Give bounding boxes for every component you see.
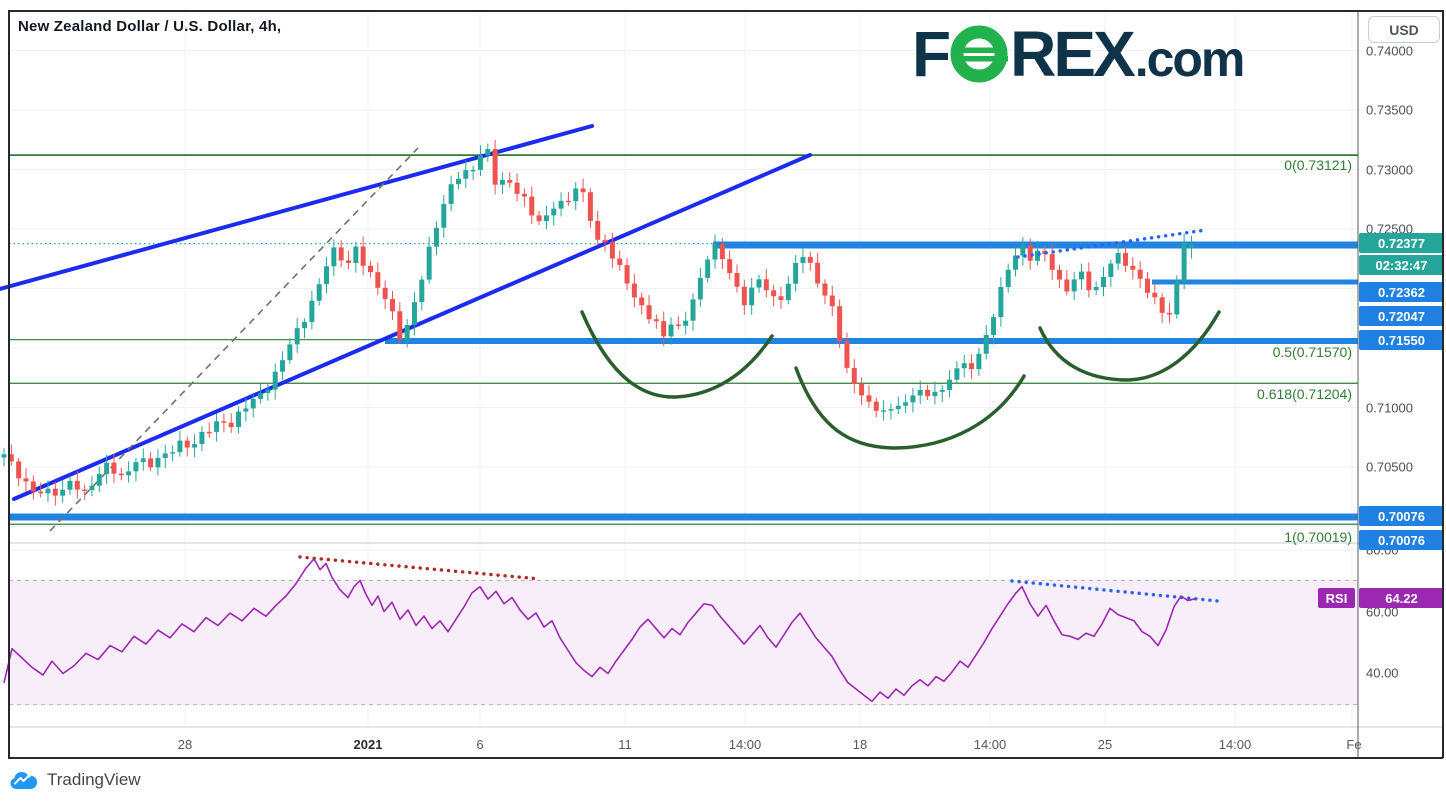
tradingview-attribution[interactable]: TradingView bbox=[10, 770, 141, 790]
axis-price-box: 0.72047 bbox=[1359, 306, 1444, 326]
price-tick-label: 0.74000 bbox=[1366, 43, 1413, 58]
frame-bottom bbox=[8, 757, 1443, 759]
axis-price-box: 64.22 bbox=[1359, 588, 1444, 608]
frame-top bbox=[8, 10, 1443, 12]
tradingview-logo-text: TradingView bbox=[47, 770, 141, 789]
price-tick-label: 40.00 bbox=[1366, 665, 1399, 681]
fib-level-label: 0.618(0.71204) bbox=[1257, 386, 1352, 402]
price-tick-label: 0.72500 bbox=[1366, 221, 1413, 237]
fib-level-label: 0(0.73121) bbox=[1284, 157, 1352, 173]
frame-right bbox=[1442, 10, 1444, 758]
forex-logo-com: .com bbox=[1134, 31, 1246, 87]
axis-price-box: 0.71550 bbox=[1359, 330, 1444, 350]
dotted-trendlines bbox=[298, 228, 1220, 603]
frame-left bbox=[8, 10, 10, 758]
forex-logo-rex: REX bbox=[1010, 18, 1136, 90]
axis-price-box: 0.70076 bbox=[1359, 506, 1444, 526]
forex-logo-f: F bbox=[912, 18, 951, 90]
time-tick-label: 14:00 bbox=[728, 737, 762, 752]
support-resistance-rays bbox=[8, 241, 1358, 521]
price-tick-label: 0.71000 bbox=[1366, 400, 1413, 415]
axis-price-box: 0.72377 bbox=[1359, 233, 1444, 253]
time-tick-label: 18 bbox=[852, 737, 868, 752]
fib-level-label: 0.5(0.71570) bbox=[1272, 344, 1352, 360]
symbol-title[interactable]: New Zealand Dollar / U.S. Dollar, 4h, bbox=[18, 18, 282, 35]
time-tick-label: 25 bbox=[1097, 737, 1113, 752]
candles-layer bbox=[1, 139, 1194, 506]
forex-logo-o-icon bbox=[950, 25, 1009, 83]
rsi-indicator-label[interactable]: RSI bbox=[1318, 588, 1355, 608]
price-tick-label: 0.70500 bbox=[1366, 459, 1413, 475]
fib-level-label: 1(0.70019) bbox=[1284, 529, 1352, 545]
price-tick-label: 0.73500 bbox=[1366, 102, 1413, 118]
tradingview-logo-icon bbox=[10, 772, 37, 789]
currency-toggle-button[interactable]: USD bbox=[1368, 16, 1440, 43]
axis-price-box: 0.72362 bbox=[1359, 282, 1444, 302]
rounded-bottom-annotations bbox=[580, 310, 1221, 450]
time-tick-label: 28 bbox=[177, 737, 193, 752]
rsi-overbought-oversold-band bbox=[9, 580, 1358, 705]
time-tick-label: 6 bbox=[476, 737, 484, 752]
time-tick-label: 11 bbox=[618, 737, 632, 752]
axis-price-box: 02:32:47 bbox=[1359, 255, 1444, 275]
time-tick-label: 14:00 bbox=[1218, 737, 1252, 752]
forex-watermark: F REX .com bbox=[912, 18, 1246, 90]
axis-price-box: 0.70076 bbox=[1359, 530, 1444, 550]
time-tick-label: Fe bbox=[1346, 737, 1362, 752]
time-tick-label: 2021 bbox=[353, 737, 383, 752]
time-tick-label: 14:00 bbox=[973, 737, 1007, 752]
price-tick-label: 0.73000 bbox=[1366, 162, 1413, 177]
rsi-line bbox=[3, 557, 1197, 703]
